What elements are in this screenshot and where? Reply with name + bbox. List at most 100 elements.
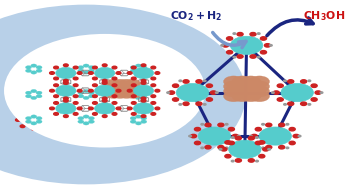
Circle shape	[132, 66, 136, 69]
Circle shape	[93, 77, 97, 80]
Circle shape	[141, 117, 147, 120]
Circle shape	[195, 93, 203, 97]
Circle shape	[135, 115, 142, 118]
Circle shape	[136, 105, 142, 109]
Circle shape	[73, 66, 78, 69]
Circle shape	[88, 120, 94, 123]
Circle shape	[56, 85, 76, 96]
Circle shape	[223, 44, 229, 47]
Circle shape	[120, 119, 125, 121]
Circle shape	[223, 90, 244, 102]
Circle shape	[288, 102, 294, 105]
Circle shape	[83, 96, 89, 100]
Circle shape	[22, 113, 46, 127]
Circle shape	[225, 141, 231, 144]
Circle shape	[36, 69, 42, 72]
Circle shape	[77, 89, 82, 92]
Circle shape	[195, 128, 200, 131]
Circle shape	[268, 149, 270, 150]
Circle shape	[106, 108, 112, 112]
Circle shape	[72, 112, 77, 115]
Circle shape	[73, 113, 78, 115]
Circle shape	[232, 76, 252, 87]
Circle shape	[311, 98, 317, 101]
Circle shape	[201, 124, 204, 125]
Circle shape	[145, 108, 151, 112]
Circle shape	[141, 68, 147, 72]
FancyArrowPatch shape	[267, 18, 313, 36]
Circle shape	[50, 107, 54, 110]
Circle shape	[286, 93, 294, 97]
Circle shape	[182, 88, 190, 93]
Circle shape	[241, 76, 261, 87]
Circle shape	[218, 123, 224, 127]
Circle shape	[125, 125, 129, 128]
Circle shape	[167, 92, 169, 93]
Circle shape	[135, 89, 142, 93]
Circle shape	[248, 136, 254, 140]
Circle shape	[136, 70, 142, 73]
Circle shape	[223, 86, 244, 97]
Circle shape	[228, 141, 235, 145]
Circle shape	[36, 94, 42, 98]
Circle shape	[97, 91, 103, 94]
Circle shape	[125, 99, 129, 102]
Circle shape	[95, 103, 115, 114]
Circle shape	[250, 76, 270, 87]
Circle shape	[284, 104, 286, 105]
Circle shape	[67, 88, 73, 91]
Circle shape	[248, 159, 254, 162]
Circle shape	[278, 136, 286, 141]
Circle shape	[198, 127, 231, 145]
Circle shape	[217, 132, 225, 136]
Circle shape	[229, 140, 261, 158]
Circle shape	[43, 112, 47, 115]
Circle shape	[106, 91, 112, 94]
Circle shape	[119, 79, 134, 88]
Circle shape	[308, 80, 311, 82]
Circle shape	[73, 84, 78, 87]
Circle shape	[36, 91, 42, 94]
Circle shape	[102, 82, 107, 84]
Circle shape	[84, 128, 88, 130]
Circle shape	[97, 105, 103, 109]
Circle shape	[255, 128, 261, 131]
Circle shape	[56, 103, 76, 114]
Circle shape	[25, 66, 32, 69]
Circle shape	[67, 73, 73, 76]
Circle shape	[145, 70, 151, 73]
Circle shape	[237, 55, 243, 58]
Circle shape	[136, 59, 141, 61]
Circle shape	[63, 92, 69, 95]
Circle shape	[231, 160, 234, 162]
Circle shape	[102, 97, 107, 100]
Circle shape	[256, 160, 258, 162]
Circle shape	[78, 91, 84, 94]
Circle shape	[54, 77, 58, 80]
Circle shape	[227, 37, 232, 40]
Circle shape	[135, 64, 142, 67]
Circle shape	[141, 79, 146, 82]
Circle shape	[251, 134, 257, 138]
Circle shape	[102, 68, 108, 72]
Circle shape	[54, 113, 58, 115]
Circle shape	[31, 77, 36, 79]
Circle shape	[63, 64, 68, 67]
Circle shape	[183, 102, 189, 105]
Circle shape	[95, 85, 115, 96]
Circle shape	[68, 93, 73, 96]
Circle shape	[116, 72, 121, 74]
Circle shape	[264, 44, 270, 47]
Text: $\mathbf{CH_3OH}$: $\mathbf{CH_3OH}$	[303, 9, 345, 23]
Circle shape	[182, 93, 190, 97]
Circle shape	[211, 91, 216, 94]
Circle shape	[179, 104, 182, 105]
Circle shape	[112, 95, 117, 98]
Circle shape	[106, 73, 112, 76]
Circle shape	[73, 95, 78, 98]
Circle shape	[221, 148, 227, 151]
Circle shape	[77, 72, 82, 74]
Circle shape	[95, 99, 100, 102]
Circle shape	[78, 94, 84, 98]
Circle shape	[141, 92, 147, 95]
